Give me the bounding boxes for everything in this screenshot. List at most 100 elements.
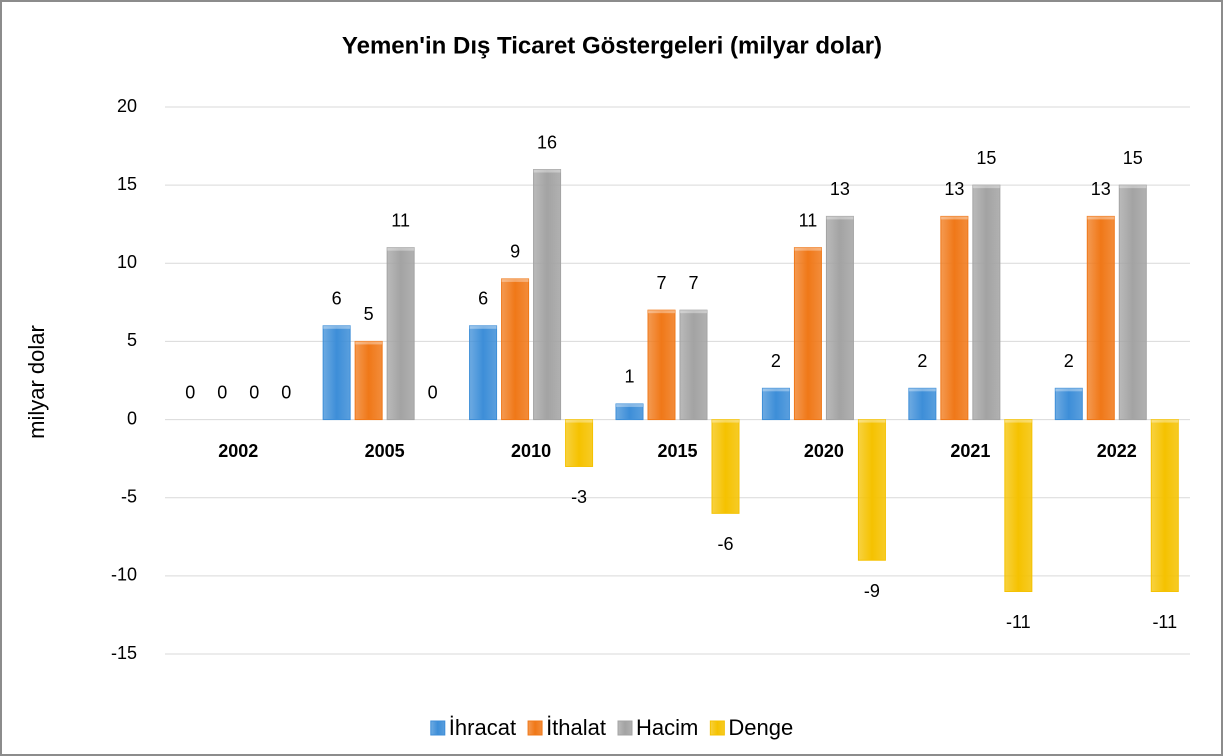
y-tick-label: 10: [117, 252, 137, 272]
bar-top: [323, 325, 351, 329]
y-axis-label: milyar dolar: [24, 325, 49, 439]
data-label: -3: [571, 487, 587, 507]
bar: [857, 419, 886, 561]
bar: [354, 340, 383, 421]
bar-top: [648, 310, 675, 314]
bar-top: [1004, 419, 1032, 423]
bar: [940, 215, 969, 421]
bar-top: [908, 388, 936, 392]
bar-top: [940, 216, 968, 220]
legend-swatch: [617, 720, 633, 736]
bar-top: [680, 310, 707, 314]
bar-top: [972, 185, 1000, 189]
bar: [1118, 184, 1147, 421]
data-label: 0: [281, 382, 291, 402]
legend-swatch: [527, 720, 543, 736]
bar: [386, 247, 415, 421]
bar: [565, 419, 594, 467]
legend-swatch: [430, 720, 446, 736]
chart-title: Yemen'in Dış Ticaret Göstergeleri (milya…: [342, 32, 882, 59]
x-tick-label: 2015: [657, 441, 697, 461]
bar-top: [712, 419, 739, 423]
data-label: -9: [864, 581, 880, 601]
data-label: 15: [976, 148, 996, 168]
bar: [711, 419, 740, 514]
data-label: -6: [717, 534, 733, 554]
y-tick-label: 5: [127, 330, 137, 350]
data-label: 11: [799, 210, 818, 230]
bar: [1054, 387, 1083, 421]
bar-top: [762, 388, 790, 392]
bar-top: [616, 403, 643, 407]
bar-top: [794, 247, 822, 251]
bar: [908, 387, 937, 421]
data-label: 6: [478, 289, 488, 309]
data-label: 6: [332, 289, 342, 309]
data-label: 0: [249, 382, 259, 402]
bar: [501, 278, 530, 421]
bar-top: [1087, 216, 1115, 220]
data-label: 13: [830, 179, 850, 199]
data-label: -11: [1152, 612, 1177, 632]
y-tick-label: -5: [121, 486, 137, 506]
bar-top: [469, 325, 497, 329]
data-label: 2: [1064, 351, 1074, 371]
data-label: 0: [428, 382, 438, 402]
bar-top: [826, 216, 854, 220]
x-tick-label: 2022: [1097, 441, 1137, 461]
x-tick-label: 2020: [804, 441, 844, 461]
x-tick-label: 2002: [218, 441, 258, 461]
bar-top: [501, 278, 529, 282]
bar-top: [533, 169, 561, 173]
bar-top: [355, 341, 383, 345]
y-tick-label: 15: [117, 174, 137, 194]
bar-top: [858, 419, 886, 423]
data-label: 15: [1123, 148, 1143, 168]
bar: [469, 325, 498, 421]
legend-label: Hacim: [636, 715, 698, 740]
legend-label: Denge: [728, 715, 793, 740]
x-tick-label: 2010: [511, 441, 551, 461]
data-label: 7: [688, 273, 698, 293]
bar: [1086, 215, 1115, 421]
data-label: 0: [185, 382, 195, 402]
y-tick-label: -15: [111, 643, 137, 663]
y-tick-label: 20: [117, 96, 137, 116]
data-label: 13: [1091, 179, 1111, 199]
data-label: 5: [364, 304, 374, 324]
data-label: 0: [217, 382, 227, 402]
bar: [647, 309, 676, 421]
data-label: 2: [771, 351, 781, 371]
bar-top: [387, 247, 415, 251]
data-label: -11: [1006, 612, 1031, 632]
bar: [761, 387, 790, 421]
bar-top: [1119, 185, 1147, 189]
data-label: 7: [656, 273, 666, 293]
bar: [322, 325, 351, 421]
x-tick-label: 2021: [950, 441, 990, 461]
data-label: 13: [944, 179, 964, 199]
data-label: 2: [917, 351, 927, 371]
legend-label: İhracat: [449, 715, 516, 740]
y-tick-label: -10: [111, 565, 137, 585]
bar: [615, 403, 644, 421]
bar: [533, 169, 562, 421]
bar: [793, 247, 822, 421]
bar: [972, 184, 1001, 421]
legend-swatch: [709, 720, 725, 736]
bar: [679, 309, 708, 421]
y-tick-label: 0: [127, 408, 137, 428]
bar: [1004, 419, 1033, 592]
data-label: 11: [391, 210, 410, 230]
data-label: 9: [510, 242, 520, 262]
bar-top: [1055, 388, 1083, 392]
bar: [1150, 419, 1179, 592]
data-label: 1: [624, 367, 634, 387]
bar-top: [565, 419, 593, 423]
bar-top: [1151, 419, 1179, 423]
bar: [825, 215, 854, 421]
x-tick-label: 2005: [365, 441, 405, 461]
legend-label: İthalat: [546, 715, 606, 740]
